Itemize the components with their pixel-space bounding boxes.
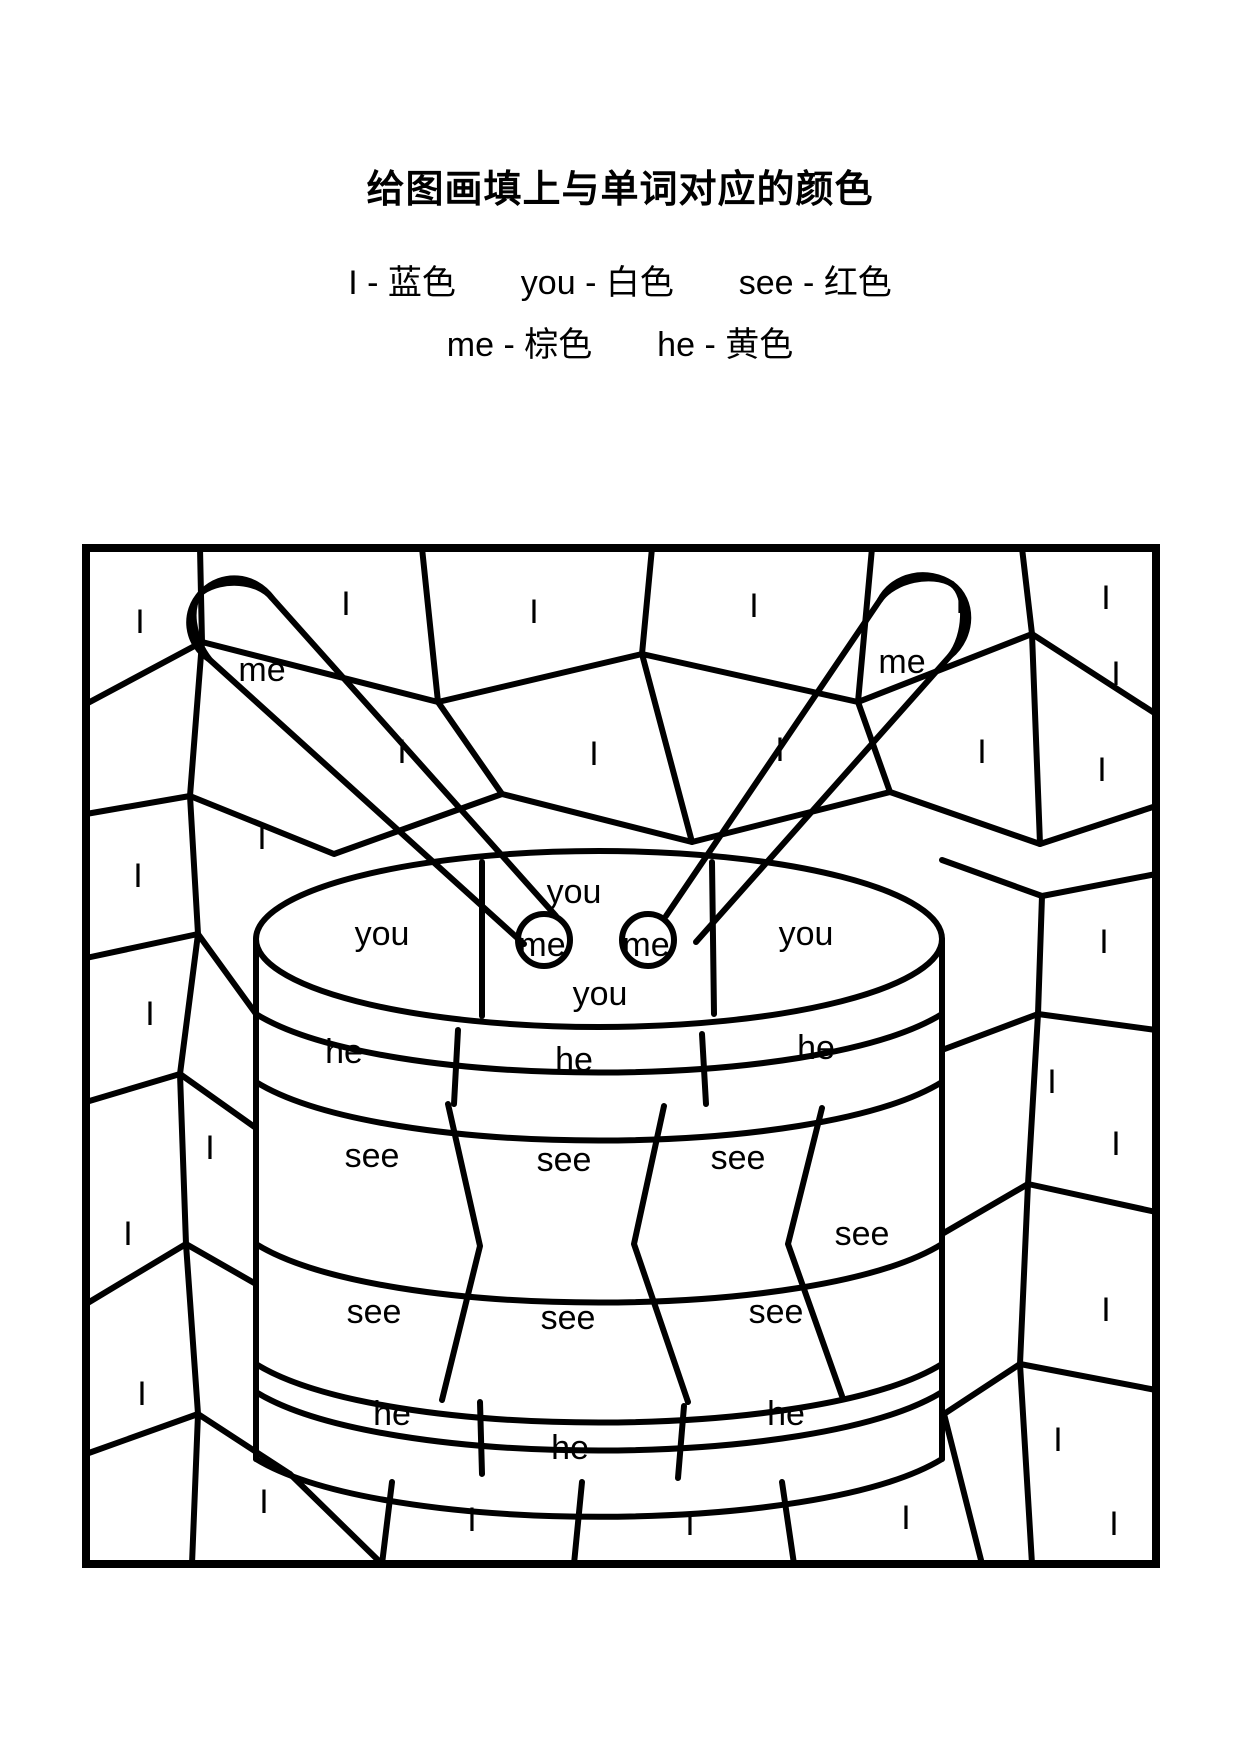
coloring-diagram: IIIIIImemeIIIIIIIIyouyoumemeyouyouIIhehe… [82, 544, 1160, 1568]
region-label: I [397, 733, 406, 771]
region-label: I [467, 1501, 476, 1539]
region-label: see [711, 1139, 766, 1177]
region-label: I [259, 1483, 268, 1521]
frame-rect [86, 548, 1156, 1564]
legend-color: 红色 [824, 264, 892, 302]
region-label: I [133, 857, 142, 895]
region-label: I [1109, 1505, 1118, 1543]
region-label: he [555, 1041, 593, 1079]
region-label: he [797, 1029, 835, 1067]
legend-color: 蓝色 [388, 264, 456, 302]
region-label: see [749, 1293, 804, 1331]
region-label: see [835, 1215, 890, 1253]
region-label: I [977, 733, 986, 771]
region-label: I [257, 819, 266, 857]
region-label: I [1101, 1291, 1110, 1329]
worksheet-page: 给图画填上与单词对应的颜色 I - 蓝色 you - 白色 see - 红色 m… [0, 0, 1240, 1754]
legend-color: 黄色 [725, 326, 793, 364]
region-label: he [325, 1033, 363, 1071]
region-label: me [622, 926, 669, 964]
region-label: me [518, 926, 565, 964]
region-label: he [373, 1395, 411, 1433]
region-label: I [685, 1505, 694, 1543]
region-label: see [537, 1141, 592, 1179]
region-label: I [137, 1375, 146, 1413]
region-label: I [901, 1499, 910, 1537]
region-label: I [145, 995, 154, 1033]
region-label: I [589, 735, 598, 773]
region-label: I [529, 593, 538, 631]
region-label: I [1111, 655, 1120, 693]
region-label: I [1099, 923, 1108, 961]
legend-color: 白色 [606, 264, 674, 302]
region-label: I [1101, 579, 1110, 617]
region-label: you [355, 915, 410, 953]
region-label: see [347, 1293, 402, 1331]
legend-color: 棕色 [524, 326, 592, 364]
region-label: I [749, 587, 758, 625]
region-label: see [541, 1299, 596, 1337]
legend-line-1: I - 蓝色 you - 白色 see - 红色 [0, 252, 1240, 314]
region-label: he [767, 1395, 805, 1433]
drum-svg: IIIIIImemeIIIIIIIIyouyoumemeyouyouIIhehe… [82, 544, 1160, 1568]
color-legend: I - 蓝色 you - 白色 see - 红色 me - 棕色 he - 黄色 [0, 252, 1240, 376]
legend-word: see [739, 264, 794, 302]
region-label: I [1097, 751, 1106, 789]
legend-line-2: me - 棕色 he - 黄色 [0, 314, 1240, 376]
region-label: I [1047, 1063, 1056, 1101]
region-label: you [547, 873, 602, 911]
region-label: I [1053, 1421, 1062, 1459]
legend-word: I [348, 264, 357, 302]
region-label: I [1111, 1125, 1120, 1163]
region-label: you [573, 975, 628, 1013]
region-label: me [238, 651, 285, 689]
page-title: 给图画填上与单词对应的颜色 [0, 158, 1240, 213]
region-label: see [345, 1137, 400, 1175]
legend-word: you [521, 264, 576, 302]
region-label: I [775, 731, 784, 769]
region-label: you [779, 915, 834, 953]
region-label: I [955, 583, 964, 621]
region-label: I [135, 603, 144, 641]
region-label: I [123, 1215, 132, 1253]
region-label: I [341, 585, 350, 623]
region-label: me [878, 643, 925, 681]
legend-word: he [657, 326, 695, 364]
legend-word: me [447, 326, 494, 364]
region-label: he [551, 1429, 589, 1467]
region-label: I [205, 1129, 214, 1167]
